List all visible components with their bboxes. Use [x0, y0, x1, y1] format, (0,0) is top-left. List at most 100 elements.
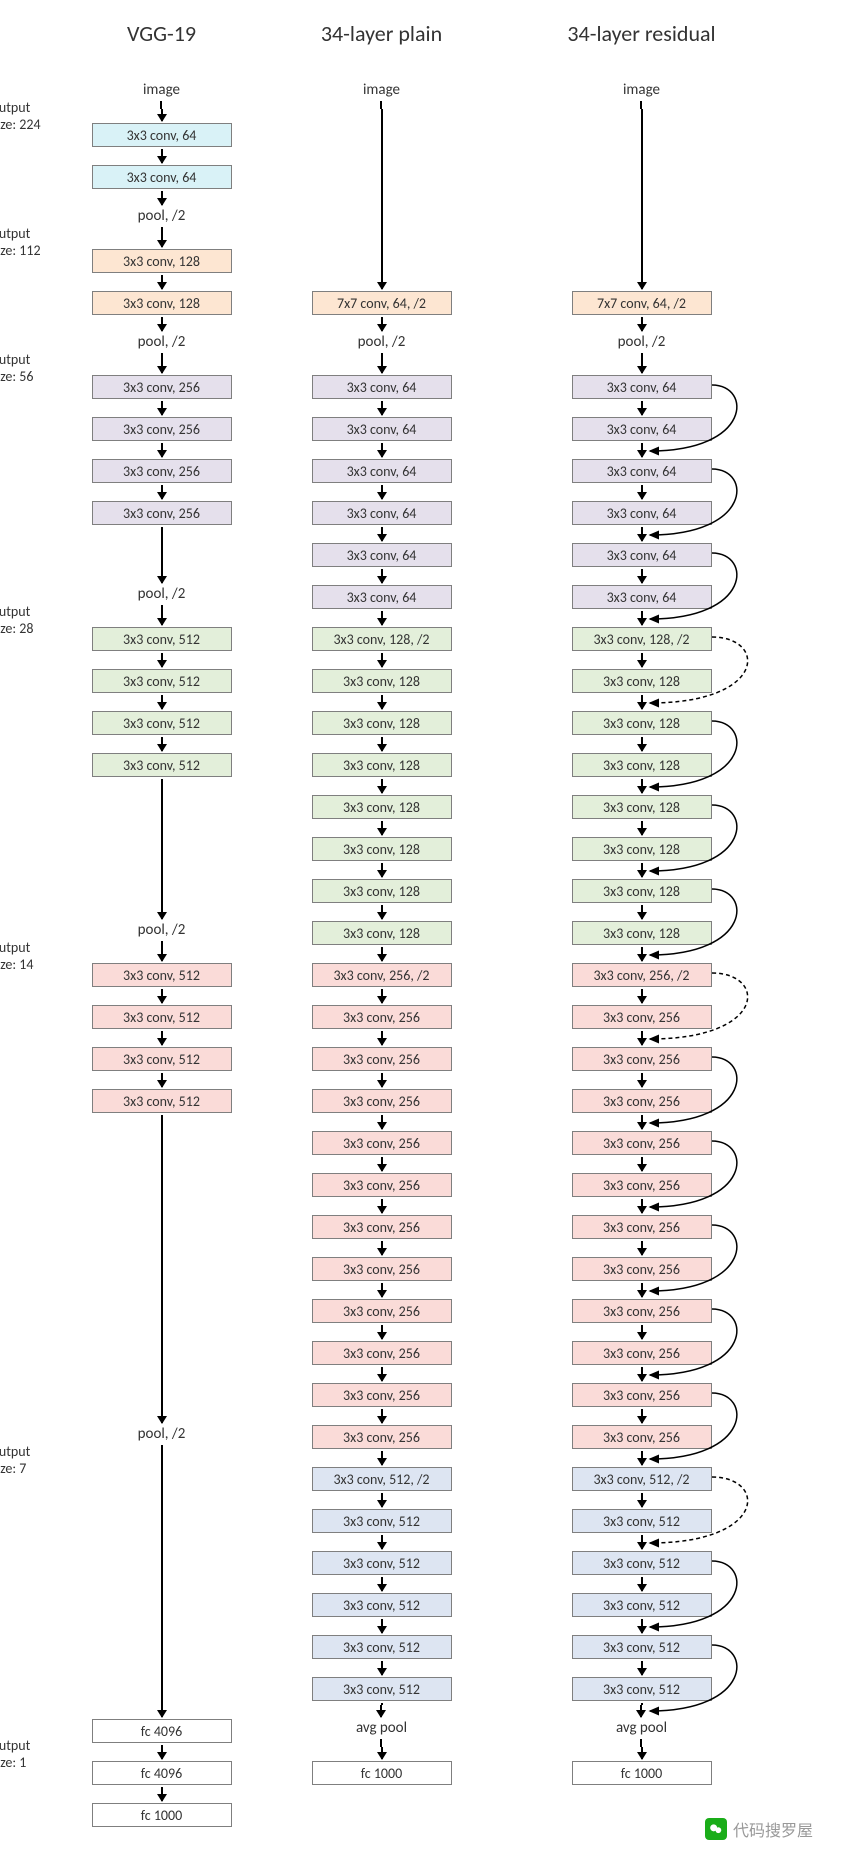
- row: pool, /2: [138, 571, 186, 613]
- row: avg pool: [616, 1705, 667, 1747]
- layer-text: pool, /2: [358, 333, 406, 351]
- layer-box: 3x3 conv, 512: [92, 711, 232, 735]
- row: [161, 1243, 163, 1285]
- row: 3x3 conv, 512: [572, 1663, 712, 1705]
- row: 3x3 conv, 64: [572, 571, 712, 613]
- down-arrow: [161, 403, 163, 415]
- arrow-line: [381, 193, 383, 235]
- down-arrow: [381, 361, 383, 373]
- down-arrow: [641, 445, 643, 457]
- arrow-line: [161, 1285, 163, 1327]
- row: 3x3 conv, 256: [312, 1243, 452, 1285]
- row: 3x3 conv, 128: [92, 235, 232, 277]
- layer-box: 3x3 conv, 256: [312, 1005, 452, 1029]
- row: 3x3 conv, 512: [92, 1033, 232, 1075]
- layer-box: 3x3 conv, 512: [312, 1551, 452, 1575]
- down-arrow: [641, 781, 643, 793]
- down-arrow: [641, 1159, 643, 1171]
- down-arrow: [161, 151, 163, 163]
- row: [161, 1201, 163, 1243]
- arrow-line: [381, 235, 383, 277]
- row: 3x3 conv, 512: [572, 1579, 712, 1621]
- layer-box: 3x3 conv, 512: [92, 1089, 232, 1113]
- down-arrow: [641, 1495, 643, 1507]
- layer-box: 3x3 conv, 64: [312, 501, 452, 525]
- arrow-line: [641, 151, 643, 193]
- down-arrow: [381, 1285, 383, 1297]
- down-arrow: [641, 613, 643, 625]
- layer-box: 3x3 conv, 512, /2: [312, 1467, 452, 1491]
- row: 3x3 conv, 256: [312, 1117, 452, 1159]
- down-arrow: [641, 1369, 643, 1381]
- wechat-icon: [705, 1818, 727, 1840]
- layer-box: 3x3 conv, 256: [92, 417, 232, 441]
- down-arrow: [381, 907, 383, 919]
- down-arrow: [641, 1075, 643, 1087]
- down-arrow: [641, 949, 643, 961]
- row: 3x3 conv, 512: [572, 1537, 712, 1579]
- row: 3x3 conv, 256: [312, 1285, 452, 1327]
- row: 3x3 conv, 512: [92, 1075, 232, 1117]
- down-arrow: [381, 1537, 383, 1549]
- down-arrow: [380, 1705, 382, 1717]
- layer-box: 3x3 conv, 64: [312, 375, 452, 399]
- row: 3x3 conv, 512: [92, 739, 232, 781]
- row: 3x3 conv, 64: [92, 109, 232, 151]
- row: [641, 193, 643, 235]
- down-arrow: [161, 907, 163, 919]
- down-arrow: [381, 739, 383, 751]
- row: 3x3 conv, 256: [312, 1075, 452, 1117]
- down-arrow: [161, 613, 163, 625]
- layer-box: 3x3 conv, 64: [92, 123, 232, 147]
- down-arrow: [641, 907, 643, 919]
- layer-box: 3x3 conv, 256: [312, 1257, 452, 1281]
- row: 3x3 conv, 256: [312, 1201, 452, 1243]
- arrow-line: [640, 101, 642, 109]
- down-arrow: [381, 781, 383, 793]
- down-arrow: [381, 613, 383, 625]
- layer-text: pool, /2: [138, 333, 186, 351]
- down-arrow: [641, 991, 643, 1003]
- layer-box: 3x3 conv, 256: [312, 1047, 452, 1071]
- row: 3x3 conv, 512: [312, 1663, 452, 1705]
- output-size-label: outputsize: 56: [0, 351, 33, 385]
- down-arrow: [381, 655, 383, 667]
- arrow-line: [161, 865, 163, 907]
- column-title: 34-layer plain: [321, 20, 442, 47]
- row: [641, 151, 643, 193]
- row: 3x3 conv, 512: [572, 1495, 712, 1537]
- row: 3x3 conv, 256, /2: [312, 949, 452, 991]
- down-arrow: [641, 1537, 643, 1549]
- down-arrow: [381, 1579, 383, 1591]
- down-arrow: [161, 1789, 163, 1801]
- row: [161, 781, 163, 823]
- output-size-label: outputsize: 14: [0, 939, 33, 973]
- layer-box: 3x3 conv, 128: [572, 879, 712, 903]
- down-arrow: [641, 1033, 643, 1045]
- row: [161, 1495, 163, 1537]
- row: 3x3 conv, 256, /2: [572, 949, 712, 991]
- layer-text: image: [143, 81, 180, 99]
- arrow-line: [161, 1327, 163, 1369]
- row: 3x3 conv, 256: [572, 1117, 712, 1159]
- arrow-line: [161, 1537, 163, 1579]
- layer-box: 3x3 conv, 256: [572, 1257, 712, 1281]
- row: [161, 1579, 163, 1621]
- row: 3x3 conv, 256: [92, 403, 232, 445]
- row: 3x3 conv, 64: [572, 403, 712, 445]
- layer-box: 3x3 conv, 256: [312, 1383, 452, 1407]
- row: 3x3 conv, 128: [312, 865, 452, 907]
- arrow-line: [161, 781, 163, 823]
- down-arrow: [641, 1327, 643, 1339]
- row: 3x3 conv, 256: [572, 1159, 712, 1201]
- down-arrow: [641, 655, 643, 667]
- layer-box: fc 4096: [92, 1761, 232, 1785]
- row: 3x3 conv, 256: [312, 1327, 452, 1369]
- column-2: 34-layer residualimage7x7 conv, 64, /2po…: [512, 20, 772, 1831]
- down-arrow: [381, 1663, 383, 1675]
- row: fc 1000: [312, 1747, 452, 1789]
- down-arrow: [641, 1663, 643, 1675]
- down-arrow: [161, 1411, 163, 1423]
- row: 3x3 conv, 64: [92, 151, 232, 193]
- row: 3x3 conv, 64: [312, 361, 452, 403]
